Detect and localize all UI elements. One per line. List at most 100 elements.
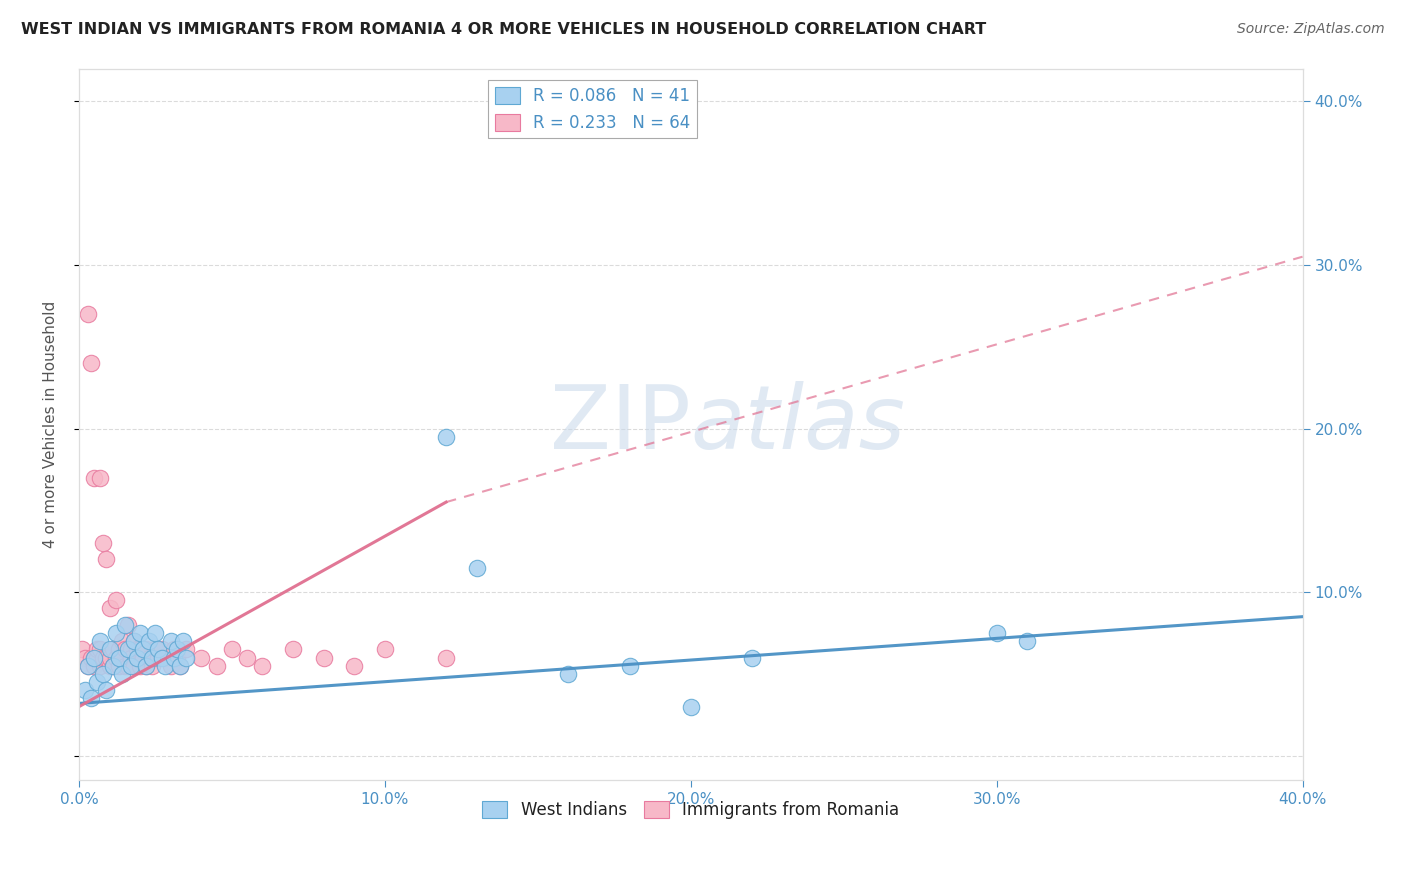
- Point: [107, 650, 129, 665]
- Point: [83, 650, 105, 665]
- Point: [169, 658, 191, 673]
- Point: [132, 650, 155, 665]
- Point: [153, 650, 176, 665]
- Point: [434, 430, 457, 444]
- Point: [236, 650, 259, 665]
- Point: [96, 650, 118, 665]
- Point: [150, 642, 173, 657]
- Point: [83, 470, 105, 484]
- Text: atlas: atlas: [690, 382, 905, 467]
- Point: [679, 699, 702, 714]
- Legend: West Indians, Immigrants from Romania: West Indians, Immigrants from Romania: [475, 794, 905, 825]
- Point: [89, 658, 111, 673]
- Point: [70, 642, 93, 657]
- Point: [138, 634, 160, 648]
- Point: [75, 683, 97, 698]
- Text: Source: ZipAtlas.com: Source: ZipAtlas.com: [1237, 22, 1385, 37]
- Point: [117, 658, 139, 673]
- Point: [111, 650, 134, 665]
- Point: [434, 650, 457, 665]
- Point: [107, 658, 129, 673]
- Point: [101, 658, 124, 673]
- Point: [619, 658, 641, 673]
- Point: [80, 650, 103, 665]
- Point: [83, 658, 105, 673]
- Point: [135, 658, 157, 673]
- Point: [132, 642, 155, 657]
- Point: [83, 650, 105, 665]
- Point: [172, 634, 194, 648]
- Point: [741, 650, 763, 665]
- Point: [129, 642, 152, 657]
- Point: [159, 658, 181, 673]
- Point: [93, 667, 115, 681]
- Point: [281, 642, 304, 657]
- Point: [111, 634, 134, 648]
- Point: [135, 658, 157, 673]
- Point: [1017, 634, 1039, 648]
- Point: [98, 650, 121, 665]
- Point: [148, 642, 170, 657]
- Point: [125, 650, 148, 665]
- Point: [159, 634, 181, 648]
- Point: [986, 626, 1008, 640]
- Point: [135, 642, 157, 657]
- Point: [77, 658, 100, 673]
- Point: [166, 650, 188, 665]
- Point: [98, 642, 121, 657]
- Point: [93, 536, 115, 550]
- Point: [107, 642, 129, 657]
- Point: [465, 560, 488, 574]
- Point: [163, 642, 186, 657]
- Point: [125, 642, 148, 657]
- Point: [150, 650, 173, 665]
- Text: WEST INDIAN VS IMMIGRANTS FROM ROMANIA 4 OR MORE VEHICLES IN HOUSEHOLD CORRELATI: WEST INDIAN VS IMMIGRANTS FROM ROMANIA 4…: [21, 22, 987, 37]
- Point: [96, 683, 118, 698]
- Point: [174, 650, 197, 665]
- Point: [120, 650, 142, 665]
- Point: [80, 356, 103, 370]
- Point: [129, 626, 152, 640]
- Point: [104, 593, 127, 607]
- Point: [374, 642, 396, 657]
- Point: [114, 658, 136, 673]
- Point: [145, 642, 167, 657]
- Point: [93, 650, 115, 665]
- Point: [104, 626, 127, 640]
- Point: [190, 650, 212, 665]
- Point: [86, 642, 108, 657]
- Point: [114, 618, 136, 632]
- Point: [169, 658, 191, 673]
- Point: [98, 658, 121, 673]
- Point: [89, 634, 111, 648]
- Point: [221, 642, 243, 657]
- Point: [77, 307, 100, 321]
- Point: [77, 658, 100, 673]
- Point: [174, 642, 197, 657]
- Point: [98, 601, 121, 615]
- Point: [89, 642, 111, 657]
- Point: [122, 634, 145, 648]
- Point: [122, 658, 145, 673]
- Point: [145, 626, 167, 640]
- Point: [343, 658, 366, 673]
- Point: [117, 618, 139, 632]
- Point: [80, 691, 103, 706]
- Point: [86, 650, 108, 665]
- Point: [114, 642, 136, 657]
- Point: [75, 650, 97, 665]
- Point: [129, 658, 152, 673]
- Point: [117, 642, 139, 657]
- Point: [252, 658, 274, 673]
- Point: [104, 650, 127, 665]
- Point: [166, 642, 188, 657]
- Point: [86, 675, 108, 690]
- Point: [312, 650, 335, 665]
- Point: [101, 658, 124, 673]
- Point: [138, 650, 160, 665]
- Point: [141, 658, 163, 673]
- Point: [205, 658, 228, 673]
- Point: [163, 650, 186, 665]
- Point: [120, 658, 142, 673]
- Point: [141, 650, 163, 665]
